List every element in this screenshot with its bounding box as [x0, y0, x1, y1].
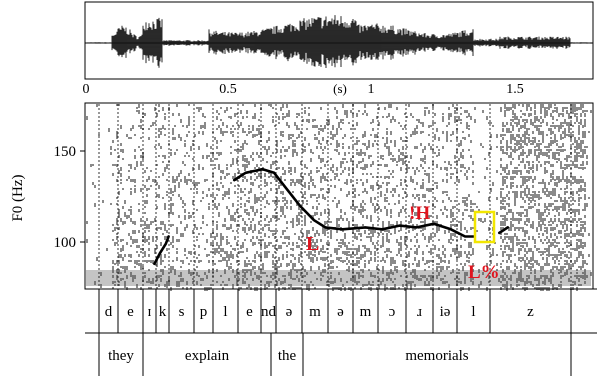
segment-label: iə: [440, 304, 451, 320]
tone-label-downstep-H: !H: [409, 203, 430, 224]
segment-label: m: [309, 304, 321, 320]
segment-label: z: [527, 304, 534, 320]
tone-annotations: L !H L%: [306, 203, 500, 283]
segment-labels: d e ɪ k s p l e nd ə m ə m ɔ ɹ iə l z: [98, 289, 572, 333]
spectrogram: [86, 104, 592, 291]
segment-label: ɔ: [389, 304, 396, 320]
segment-label: nd: [261, 304, 277, 320]
segment-label: d: [105, 304, 113, 320]
tone-label-L: L: [306, 233, 319, 255]
pitch-contour-0: [153, 235, 170, 266]
waveform: [85, 15, 592, 69]
segment-label: k: [159, 304, 167, 320]
segment-label: ɪ: [147, 304, 151, 320]
time-tick-0-5: 0.5: [219, 82, 237, 97]
segment-label: l: [223, 304, 227, 320]
time-unit-label: (s): [333, 81, 347, 96]
spectrogram-texture: [86, 104, 592, 291]
pitch-contour-2: [497, 226, 510, 235]
segment-label: s: [179, 304, 185, 320]
pitch-contour-1: [232, 167, 475, 238]
time-axis: 0 0.5 (s) 1 1.5: [83, 81, 524, 97]
waveform-panel: [84, 1, 594, 80]
segment-tier: d e ɪ k s p l e nd ə m ə m ɔ ɹ iə l z: [85, 288, 597, 334]
segment-label: ə: [337, 304, 344, 320]
word-label: the: [278, 348, 297, 364]
waveform-trace: [85, 15, 592, 69]
segment-label: ə: [286, 304, 293, 320]
word-label: memorials: [405, 348, 468, 364]
segment-label: ɹ: [417, 304, 422, 320]
spectrogram-panel: [84, 102, 594, 291]
word-labels: they explain the memorials: [98, 333, 572, 376]
word-label: they: [108, 348, 134, 364]
word-tier: they explain the memorials: [98, 333, 572, 376]
f0-axis-label: F0 (Hz): [10, 174, 26, 221]
segment-label: l: [471, 304, 475, 320]
voicing-bar: [86, 270, 591, 286]
segment-label: e: [127, 304, 134, 320]
segment-boundaries-spectrogram: [98, 104, 572, 288]
f0-axis: 150 100 F0 (Hz): [10, 144, 85, 251]
f0-tick-label-100: 100: [54, 235, 77, 251]
tone-label-L-percent: L%: [468, 262, 500, 283]
segment-label: p: [200, 304, 208, 320]
boundary-highlight-box: [473, 210, 496, 244]
f0-tick-label-150: 150: [54, 144, 77, 160]
pitch-track: [153, 167, 510, 266]
time-tick-0: 0: [83, 82, 90, 97]
word-label: explain: [185, 348, 230, 364]
segment-label: m: [360, 304, 372, 320]
segment-label: e: [246, 304, 253, 320]
time-tick-1-5: 1.5: [506, 82, 524, 97]
time-tick-1: 1: [368, 82, 375, 97]
